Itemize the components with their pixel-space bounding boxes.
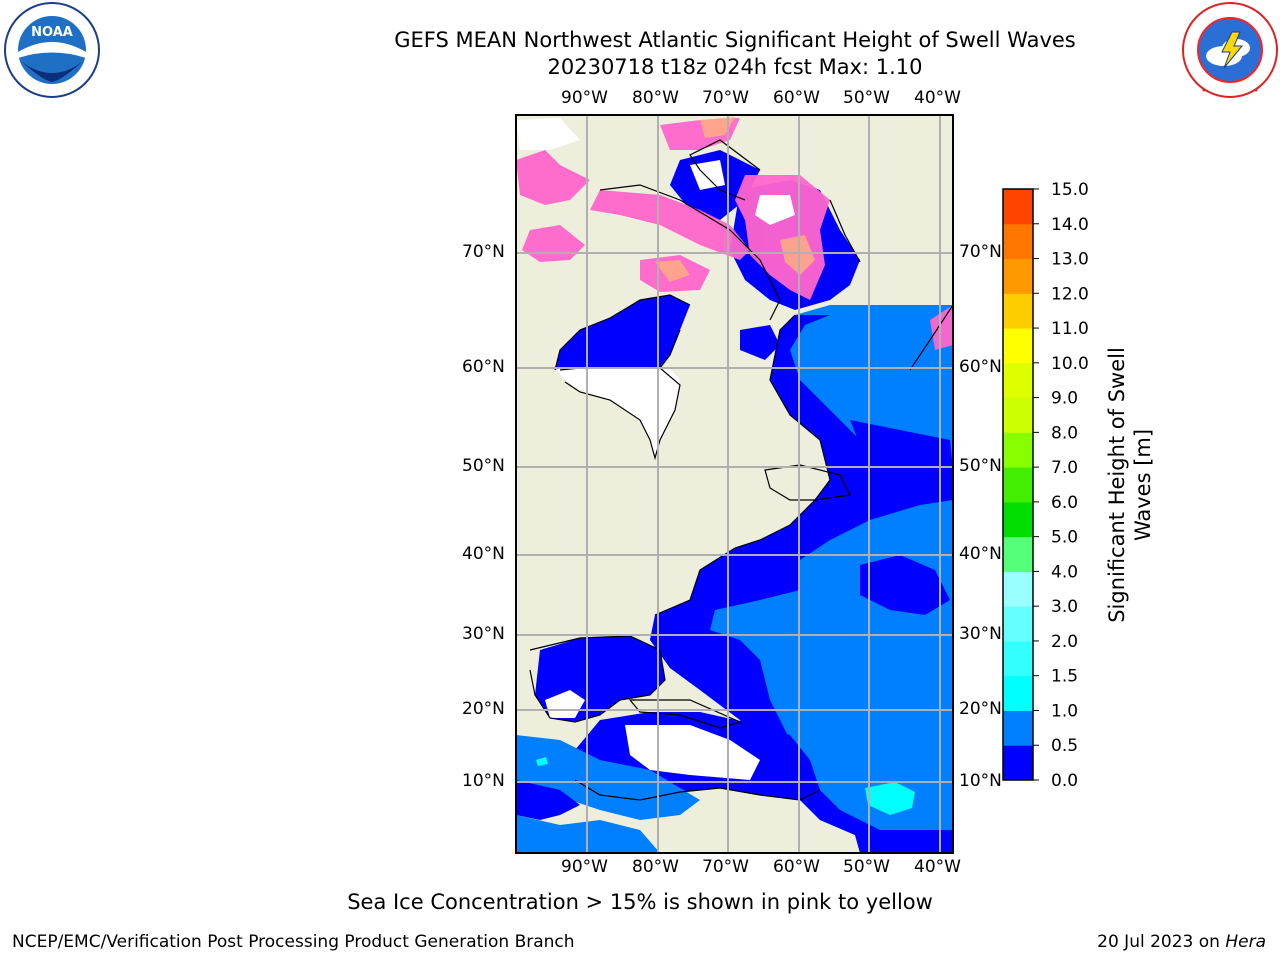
colorbar-segment [1003, 675, 1033, 711]
colorbar-label: Significant Height of Swell Waves [m] [1104, 347, 1156, 623]
run-date: 20 Jul 2023 on Hera [1097, 932, 1266, 952]
lat-label-left: 70°N [462, 242, 505, 262]
colorbar-tick-label: 12.0 [1051, 284, 1089, 304]
lon-label-top: 60°W [773, 88, 820, 108]
lon-label-bottom: 40°W [914, 857, 961, 877]
colorbar-tick-label: 5.0 [1051, 528, 1078, 548]
lon-label-bottom: 80°W [632, 857, 679, 877]
colorbar-tick-label: 1.5 [1051, 667, 1078, 687]
colorbar: 0.0 0.5 1.0 1.5 2.0 3.0 4.0 5.0 6.0 7.0 8.0 9.0 10.0… [1002, 180, 1089, 791]
run-date-text: 20 Jul 2023 on [1097, 932, 1226, 952]
lat-label-left: 30°N [462, 624, 505, 644]
noaa-logo: NOAA [4, 2, 100, 98]
colorbar-label-line2: Waves [m] [1131, 428, 1155, 542]
colorbar-label-line1: Significant Height of Swell [1105, 347, 1129, 623]
lat-label-right: 60°N [959, 357, 1002, 377]
colorbar-tick-label: 0.0 [1051, 771, 1078, 791]
colorbar-tick-label: 0.5 [1051, 736, 1078, 756]
colorbar-tick-label: 9.0 [1051, 389, 1078, 409]
colorbar-segment [1003, 710, 1033, 746]
colorbar-tick-label: 3.0 [1051, 597, 1078, 617]
lon-label-bottom: 90°W [561, 857, 608, 877]
colorbar-frame [1002, 188, 1034, 781]
lat-label-left: 60°N [462, 357, 505, 377]
map-grid [516, 115, 953, 853]
swell-field-1 [865, 782, 915, 815]
colorbar-segment [1003, 293, 1033, 329]
map-frame [515, 114, 954, 854]
lon-label-top: 50°W [843, 88, 890, 108]
chart-title: GEFS MEAN Northwest Atlantic Significant… [394, 28, 1076, 52]
lat-label-left: 20°N [462, 699, 505, 719]
colorbar-segment [1003, 467, 1033, 503]
colorbar-segment [1003, 640, 1033, 677]
lat-label-left: 40°N [462, 544, 505, 564]
colorbar-segment [1003, 432, 1033, 468]
sea-ice-caption: Sea Ice Concentration > 15% is shown in … [347, 890, 933, 914]
colorbar-tick-label: 11.0 [1051, 319, 1089, 339]
colorbar-segment [1003, 397, 1033, 433]
colorbar-segment [1003, 606, 1033, 642]
lon-label-top: 40°W [914, 88, 961, 108]
lat-label-right: 20°N [959, 699, 1002, 719]
colorbar-tick-label: 8.0 [1051, 423, 1078, 443]
lon-label-bottom: 60°W [773, 857, 820, 877]
colorbar-segment [1003, 536, 1033, 572]
colorbar-tick-label: 13.0 [1051, 250, 1089, 270]
lat-label-right: 70°N [959, 242, 1002, 262]
colorbar-segment [1003, 189, 1033, 225]
colorbar-segment [1003, 258, 1033, 294]
chart-subtitle: 20230718 t18z 024h fcst Max: 1.10 [547, 55, 923, 79]
lat-label-right: 10°N [959, 771, 1002, 791]
lat-label-left: 10°N [462, 771, 505, 791]
lat-label-right: 30°N [959, 624, 1002, 644]
credit-text: NCEP/EMC/Verification Post Processing Pr… [12, 932, 575, 952]
colorbar-segment [1003, 362, 1033, 399]
lat-label-right: 40°N [959, 544, 1002, 564]
colorbar-tick-label: 2.0 [1051, 632, 1078, 652]
colorbar-tick-label: 10.0 [1051, 354, 1089, 374]
lon-label-top: 90°W [561, 88, 608, 108]
colorbar-segment [1003, 571, 1033, 607]
lon-label-top: 80°W [632, 88, 679, 108]
colorbar-tick-label: 4.0 [1051, 562, 1078, 582]
lon-label-top: 70°W [702, 88, 749, 108]
lon-label-bottom: 50°W [843, 857, 890, 877]
machine-name: Hera [1225, 932, 1266, 952]
lat-label-right: 50°N [959, 456, 1002, 476]
noaa-logo-text: NOAA [31, 25, 73, 40]
colorbar-segment [1003, 501, 1033, 538]
colorbar-tick-label: 1.0 [1051, 701, 1078, 721]
colorbar-tick-label: 7.0 [1051, 458, 1078, 478]
colorbar-segment [1003, 328, 1033, 364]
colorbar-tick-label: 15.0 [1051, 180, 1089, 200]
hudson-bay [555, 295, 690, 370]
lat-label-left: 50°N [462, 456, 505, 476]
nws-logo [1182, 2, 1278, 98]
colorbar-tick-label: 6.0 [1051, 493, 1078, 513]
lon-label-bottom: 70°W [702, 857, 749, 877]
colorbar-tick-label: 14.0 [1051, 215, 1089, 235]
colorbar-segment [1003, 745, 1033, 781]
colorbar-segment [1003, 223, 1033, 260]
